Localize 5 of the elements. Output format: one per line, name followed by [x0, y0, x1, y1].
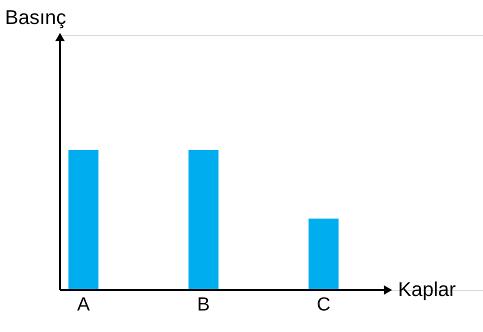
- text: Basınç: [5, 7, 66, 29]
- x-tick-label: C: [316, 294, 330, 316]
- x-tick-label: A: [77, 294, 90, 316]
- x-tick-label: B: [197, 294, 210, 316]
- x-axis-title: Kaplar: [398, 279, 456, 301]
